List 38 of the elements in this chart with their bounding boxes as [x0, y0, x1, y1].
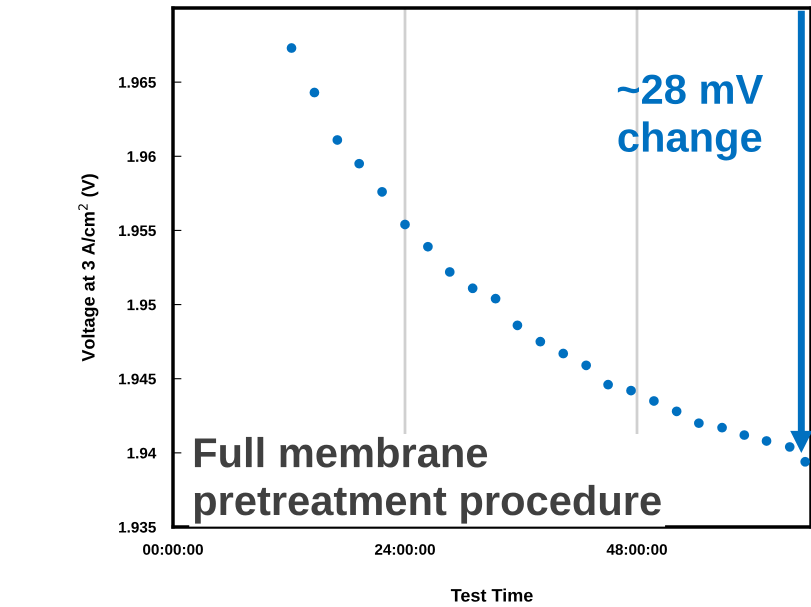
point — [354, 158, 364, 169]
x-tick-label: 24:00:00 — [374, 544, 435, 555]
annotation: ~28 mV change — [618, 74, 764, 160]
point — [490, 294, 500, 304]
point — [332, 135, 342, 145]
x-tick-label: 00:00:00 — [143, 544, 203, 555]
point — [558, 348, 568, 358]
point — [649, 396, 659, 406]
point — [717, 422, 727, 433]
point — [400, 220, 410, 230]
x-tick-label: 48:00:00 — [606, 544, 667, 555]
point — [739, 430, 750, 440]
point — [286, 43, 296, 53]
point — [626, 386, 636, 396]
point — [581, 360, 592, 370]
y-tick-label: 1.95 — [128, 299, 156, 310]
y-tick-label: 1.965 — [119, 77, 156, 88]
y-tick-label: 1.94 — [128, 448, 156, 459]
y-axis-title: Voltage at 3 A/cm$^{2}$ (V) — [78, 174, 98, 362]
point — [800, 456, 810, 467]
point — [672, 406, 682, 416]
point — [784, 442, 795, 452]
point — [310, 88, 320, 98]
point — [468, 283, 478, 294]
y-tick-label: 1.935 — [119, 522, 156, 533]
point — [444, 267, 455, 277]
point — [512, 320, 522, 330]
y-tick-label: 1.955 — [119, 225, 156, 236]
annotation: Full membrane pretreatment procedure — [194, 436, 661, 524]
point — [694, 418, 704, 428]
y-tick-label: 1.96 — [128, 151, 156, 162]
point — [603, 380, 613, 390]
x-axis-title: Test Time — [450, 588, 533, 602]
point — [423, 242, 433, 252]
point — [762, 436, 772, 446]
point — [535, 336, 546, 347]
point — [377, 187, 387, 197]
y-tick-label: 1.945 — [119, 374, 156, 384]
